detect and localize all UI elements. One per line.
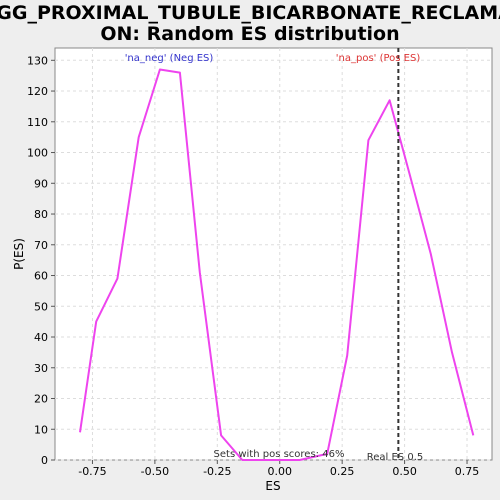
y-tick-label: 20: [34, 393, 48, 406]
x-tick-label: 0.25: [330, 465, 355, 478]
x-tick-label: -0.50: [141, 465, 169, 478]
y-axis-ticks: 0 10 20 30 40 50 60 70 80 90 100 110 120 130: [27, 54, 55, 467]
y-tick-label: 70: [34, 239, 48, 252]
neg-es-label: 'na_neg' (Neg ES): [125, 53, 214, 64]
series-layer: [79, 68, 475, 461]
y-tick-label: 60: [34, 270, 48, 283]
y-tick-label: 80: [34, 208, 48, 221]
x-axis-label: ES: [265, 479, 280, 493]
y-tick-label: 0: [41, 454, 48, 467]
y-tick-label: 30: [34, 362, 48, 375]
pos-es-label: 'na_pos' (Pos ES): [336, 53, 421, 64]
y-tick-label: 50: [34, 300, 48, 313]
y-axis-label: P(ES): [12, 238, 26, 270]
chart-title-line1: KEGG_PROXIMAL_TUBULE_BICARBONATE_RECLAMA…: [0, 2, 500, 24]
pos-scores-annotation: Sets with pos scores: 46%: [214, 449, 345, 460]
y-tick-label: 90: [34, 177, 48, 190]
x-axis-ticks: -0.75 -0.50 -0.25 0.00 0.25 0.50 0.75: [78, 460, 479, 478]
chart-title-line2: ON: Random ES distribution: [100, 23, 399, 45]
plot-area: [54, 47, 493, 461]
y-tick-label: 110: [27, 116, 48, 129]
es-distribution-line: [79, 68, 475, 461]
x-tick-label: 0.00: [267, 465, 292, 478]
y-tick-label: 10: [34, 423, 48, 436]
x-tick-label: 0.50: [392, 465, 417, 478]
x-tick-label: 0.75: [455, 465, 480, 478]
y-tick-label: 130: [27, 54, 48, 67]
y-tick-label: 120: [27, 85, 48, 98]
y-tick-label: 40: [34, 331, 48, 344]
x-tick-label: -0.75: [78, 465, 106, 478]
x-tick-label: -0.25: [203, 465, 231, 478]
real-es-annotation: Real ES 0.5: [367, 452, 423, 463]
y-tick-label: 100: [27, 147, 48, 160]
grid-layer: [55, 48, 492, 461]
